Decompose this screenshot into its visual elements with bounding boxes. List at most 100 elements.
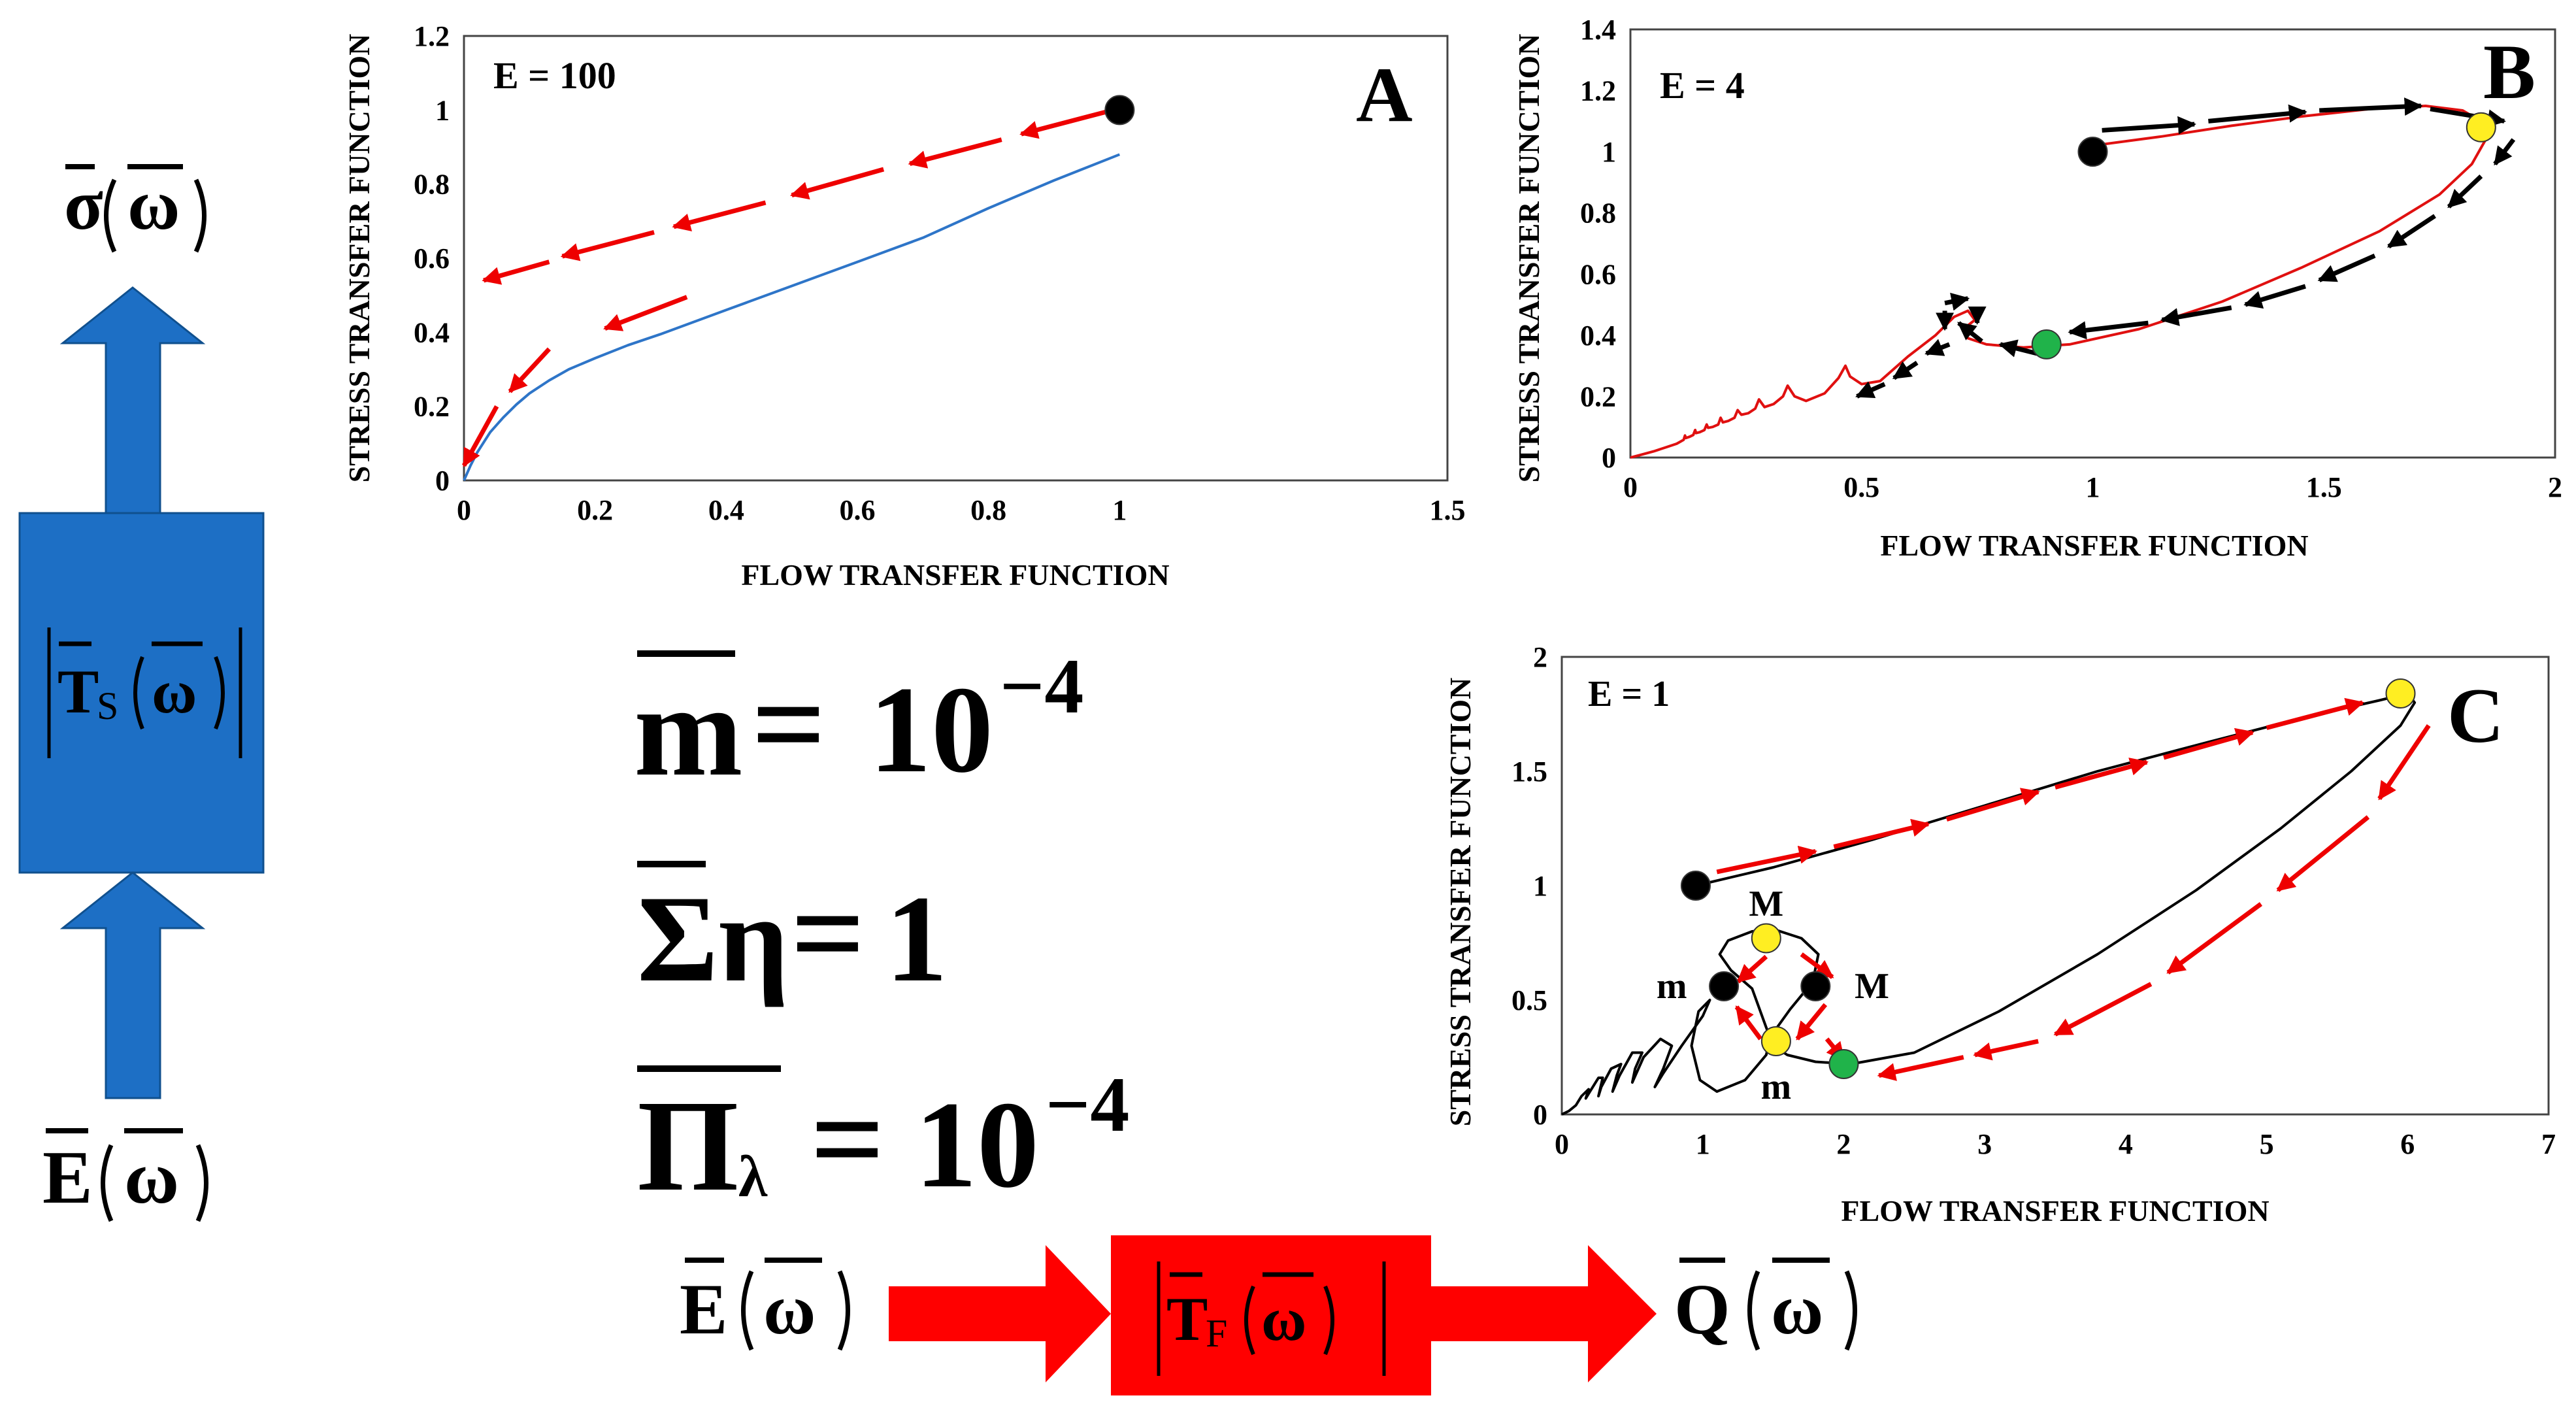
chart-b-arrows bbox=[1855, 97, 2516, 399]
chart-c-direction-arrow bbox=[1973, 1039, 2039, 1061]
parameter-m-symbol: m bbox=[634, 659, 743, 803]
chart-c-x-tick-label: 7 bbox=[2541, 1128, 2556, 1160]
parameter-sigma-eta-symbol: Ση bbox=[637, 871, 789, 1008]
chart-a-direction-arrow bbox=[560, 229, 655, 261]
parameter-pi-base: 10 bbox=[915, 1077, 1039, 1214]
chart-b-y-tick-label: 0.6 bbox=[1580, 258, 1616, 290]
chart-a-x-tick-label: 0.4 bbox=[708, 494, 744, 526]
chart-b-y-tick-label: 1.4 bbox=[1580, 14, 1616, 46]
chart-a-direction-arrow bbox=[789, 167, 885, 200]
parameter-pi-equals: = bbox=[810, 1067, 885, 1212]
chart-a-y-tick-label: 1 bbox=[435, 94, 450, 126]
chart-b-annotation: E = 4 bbox=[1660, 64, 1745, 107]
flow-block-subscript: F bbox=[1206, 1312, 1227, 1355]
chart-c-y-tick-label: 1 bbox=[1533, 870, 1547, 902]
flow-output-arrow bbox=[1431, 1245, 1657, 1382]
chart-b: 0 0.5 1 1.5 2 0 0.2 0.4 0.6 0.8 1 1.2 1.4 E = 4 B F… bbox=[1512, 14, 2562, 562]
chart-a-x-tick-label: 0.2 bbox=[577, 494, 613, 526]
structural-block-symbol: T bbox=[58, 657, 99, 726]
chart-c-point-label: m bbox=[1657, 966, 1687, 1007]
structural-input-label: E ω bbox=[42, 1128, 208, 1222]
chart-c-x-tick-label: 2 bbox=[1836, 1128, 1851, 1160]
chart-c-point-label: m bbox=[1761, 1067, 1792, 1107]
flow-block-arg: ω bbox=[1261, 1284, 1306, 1354]
chart-b-x-tick-label: 2 bbox=[2548, 471, 2562, 503]
chart-a-y-tick-label: 0 bbox=[435, 465, 450, 497]
chart-b-curves bbox=[1630, 105, 2487, 459]
chart-c-direction-arrow bbox=[2266, 697, 2364, 730]
flow-input-symbol: E bbox=[680, 1269, 727, 1349]
chart-b-y-tick-label: 0 bbox=[1602, 442, 1616, 474]
chart-a-marker-point bbox=[1104, 95, 1135, 125]
chart-a-x-tick-label: 1 bbox=[1112, 494, 1127, 526]
chart-c-plot-frame bbox=[1560, 656, 2550, 1116]
chart-c: 0 1 2 3 4 5 6 7 0 0.5 1 1.5 2 M Mm m E = 1 C FLOW TRA… bbox=[1444, 641, 2556, 1227]
parameter-pi-subscript: λ bbox=[738, 1144, 768, 1209]
chart-c-y-tick-label: 0 bbox=[1533, 1099, 1547, 1131]
chart-b-direction-arrow bbox=[2317, 254, 2376, 282]
chart-b-marker-point bbox=[2466, 112, 2496, 142]
chart-b-direction-arrow bbox=[2068, 320, 2149, 340]
parameter-pi-lambda: Π λ = 10 −4 bbox=[637, 1061, 1129, 1218]
chart-c-y-tick-label: 2 bbox=[1533, 641, 1547, 673]
chart-a-y-tick-label: 0.6 bbox=[414, 242, 450, 275]
parameter-m-exponent: −4 bbox=[1000, 643, 1083, 729]
chart-b-direction-arrow bbox=[1855, 381, 1886, 399]
flow-block-label: T F ω bbox=[1157, 1261, 1386, 1376]
chart-a-y-ticks: 0 0.2 0.4 0.6 0.8 1 1.2 bbox=[414, 20, 450, 497]
parameter-block: m = 10 −4 Ση = 1 Π λ = 10 −4 bbox=[634, 643, 1129, 1218]
chart-a-x-tick-label: 0.6 bbox=[840, 494, 876, 526]
structural-block-label: T S ω bbox=[47, 627, 242, 758]
chart-b-direction-arrow bbox=[1944, 292, 1970, 311]
parameter-sigma-eta-value: 1 bbox=[885, 871, 948, 1008]
chart-c-direction-arrow bbox=[1734, 1005, 1762, 1041]
chart-b-y-tick-label: 1.2 bbox=[1580, 75, 1616, 107]
structural-block-subscript: S bbox=[97, 684, 118, 727]
chart-b-y-tick-label: 0.2 bbox=[1580, 380, 1616, 412]
chart-a-x-tick-label: 0.8 bbox=[970, 494, 1006, 526]
chart-b-ylabel: STRESS TRANSFER FUNCTION bbox=[1512, 34, 1545, 483]
chart-b-marker-point bbox=[2031, 329, 2062, 359]
chart-c-panel-label: C bbox=[2447, 672, 2504, 759]
chart-a-x-ticks: 0 0.2 0.4 0.6 0.8 1 1.5 bbox=[457, 494, 1466, 526]
chart-c-ylabel: STRESS TRANSFER FUNCTION bbox=[1444, 678, 1477, 1127]
chart-c-arrows bbox=[1716, 697, 2431, 1081]
chart-c-marker-point bbox=[1800, 971, 1831, 1001]
chart-a-direction-arrow bbox=[672, 200, 767, 231]
chart-a-points bbox=[1104, 95, 1135, 125]
chart-c-y-tick-label: 1.5 bbox=[1511, 756, 1547, 788]
chart-c-marker-point bbox=[1751, 923, 1781, 954]
chart-b-y-tick-label: 0.8 bbox=[1580, 197, 1616, 229]
chart-b-points bbox=[2031, 112, 2496, 359]
chart-a-y-tick-label: 0.4 bbox=[414, 316, 450, 348]
chart-b-direction-arrow bbox=[2386, 214, 2436, 249]
flow-output-symbol: Q bbox=[1674, 1269, 1730, 1349]
chart-a-annotation: E = 100 bbox=[493, 54, 616, 97]
flow-output-arg: ω bbox=[1771, 1269, 1823, 1349]
chart-b-y-tick-label: 1 bbox=[1602, 136, 1616, 168]
chart-b-direction-arrow bbox=[1957, 321, 1983, 343]
structural-block-diagram: σ ω T S ω E ω bbox=[18, 164, 265, 1222]
chart-a-panel-label: A bbox=[1356, 51, 1413, 138]
chart-a-direction-arrow bbox=[461, 405, 499, 467]
chart-c-direction-arrow bbox=[1800, 952, 1834, 979]
chart-c-x-tick-label: 0 bbox=[1555, 1128, 1569, 1160]
chart-c-direction-arrow bbox=[1716, 845, 1818, 875]
chart-b-marker-point bbox=[2077, 137, 2108, 167]
chart-a-curves bbox=[463, 153, 1121, 481]
flow-block-diagram: E ω T F ω Q ω bbox=[680, 1235, 1857, 1395]
chart-b-xlabel: FLOW TRANSFER FUNCTION bbox=[1880, 529, 2308, 562]
chart-b-x-tick-label: 0 bbox=[1623, 471, 1638, 503]
chart-a-y-tick-label: 0.2 bbox=[414, 391, 450, 423]
chart-c-direction-arrow bbox=[1833, 818, 1930, 849]
chart-c-direction-arrow bbox=[2377, 724, 2431, 801]
chart-a-plot-frame bbox=[463, 35, 1449, 482]
structural-transfer-block bbox=[18, 512, 265, 874]
flow-block-symbol: T bbox=[1166, 1284, 1208, 1354]
chart-c-x-tick-label: 3 bbox=[1977, 1128, 1992, 1160]
parameter-sigma-eta-equals: = bbox=[791, 861, 865, 1006]
chart-c-y-tick-label: 0.5 bbox=[1511, 984, 1547, 1016]
chart-c-marker-point bbox=[1828, 1049, 1859, 1079]
chart-a-series-line bbox=[463, 153, 1121, 481]
